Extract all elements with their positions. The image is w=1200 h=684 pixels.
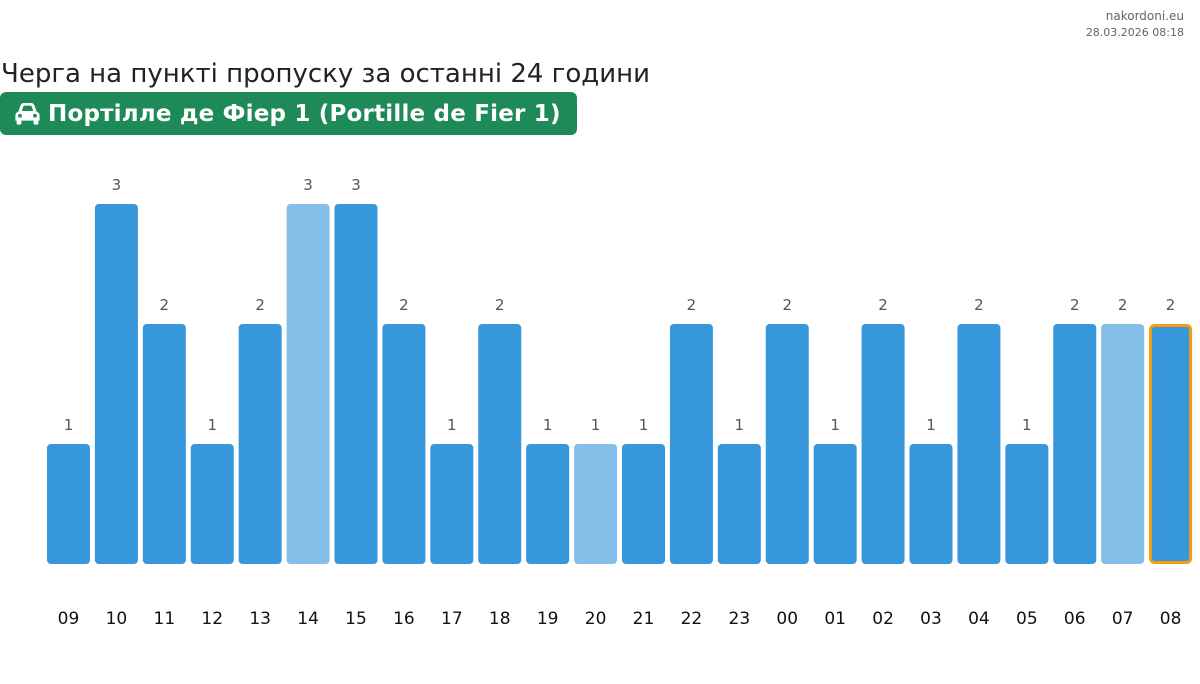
bar-22 <box>669 324 713 564</box>
bar-20 <box>574 444 618 564</box>
x-tick-01: 01 <box>824 609 846 629</box>
value-label-11: 2 <box>160 296 170 314</box>
bar-11 <box>142 324 186 564</box>
value-label-02: 2 <box>878 296 888 314</box>
car-icon <box>14 102 41 126</box>
value-label-08: 2 <box>1166 296 1176 314</box>
value-label-04: 2 <box>974 296 984 314</box>
value-label-13: 2 <box>255 296 265 314</box>
x-tick-17: 17 <box>441 609 463 629</box>
bar-19 <box>526 444 570 564</box>
x-tick-13: 13 <box>249 609 271 629</box>
site-info: nakordoni.eu 28.03.2026 08:18 <box>1086 8 1184 40</box>
x-tick-16: 16 <box>393 609 415 629</box>
x-tick-22: 22 <box>681 609 703 629</box>
bar-09 <box>47 444 90 564</box>
bar-00 <box>765 324 809 564</box>
value-label-22: 2 <box>687 296 697 314</box>
bar-03 <box>909 444 953 564</box>
bar-13 <box>238 324 282 564</box>
value-label-14: 3 <box>303 176 313 194</box>
bar-12 <box>190 444 234 564</box>
site-domain: nakordoni.eu <box>1105 9 1184 23</box>
bar-14 <box>286 204 330 564</box>
value-label-09: 1 <box>64 416 74 434</box>
bar-21 <box>622 444 665 564</box>
bar-08 <box>1149 324 1193 564</box>
bar-17 <box>430 444 474 564</box>
checkpoint-name: Портілле де Фіер 1 (Portille de Fier 1) <box>48 100 561 127</box>
bar-16 <box>382 324 426 564</box>
value-label-06: 2 <box>1070 296 1080 314</box>
value-label-10: 3 <box>112 176 122 194</box>
bar-18 <box>478 324 522 564</box>
bar-23 <box>717 444 761 564</box>
value-label-15: 3 <box>351 176 361 194</box>
value-label-01: 1 <box>830 416 840 434</box>
x-tick-15: 15 <box>345 609 367 629</box>
value-label-16: 2 <box>399 296 409 314</box>
value-label-07: 2 <box>1118 296 1128 314</box>
bar-02 <box>861 324 905 564</box>
bar-04 <box>957 324 1001 564</box>
x-tick-03: 03 <box>920 609 942 629</box>
value-label-05: 1 <box>1022 416 1032 434</box>
x-tick-19: 19 <box>537 609 559 629</box>
x-tick-07: 07 <box>1112 609 1134 629</box>
bar-07 <box>1101 324 1145 564</box>
x-tick-23: 23 <box>729 609 751 629</box>
x-tick-10: 10 <box>106 609 128 629</box>
value-label-21: 1 <box>639 416 649 434</box>
x-tick-11: 11 <box>154 609 176 629</box>
x-tick-21: 21 <box>633 609 655 629</box>
bar-01 <box>813 444 857 564</box>
x-tick-02: 02 <box>872 609 894 629</box>
value-label-18: 2 <box>495 296 505 314</box>
x-tick-08: 08 <box>1160 609 1182 629</box>
value-label-12: 1 <box>207 416 217 434</box>
x-tick-06: 06 <box>1064 609 1086 629</box>
bar-05 <box>1005 444 1049 564</box>
x-tick-14: 14 <box>297 609 319 629</box>
value-label-00: 2 <box>782 296 792 314</box>
x-tick-04: 04 <box>968 609 990 629</box>
x-tick-12: 12 <box>201 609 223 629</box>
bar-15 <box>334 204 378 564</box>
value-label-20: 1 <box>591 416 601 434</box>
value-label-19: 1 <box>543 416 553 434</box>
x-tick-18: 18 <box>489 609 511 629</box>
x-tick-00: 00 <box>776 609 798 629</box>
bar-10 <box>94 204 138 564</box>
timestamp: 28.03.2026 08:18 <box>1085 26 1184 39</box>
value-label-17: 1 <box>447 416 457 434</box>
value-label-03: 1 <box>926 416 936 434</box>
value-label-23: 1 <box>735 416 745 434</box>
page-title: Черга на пункті пропуску за останні 24 г… <box>1 59 651 89</box>
bar-06 <box>1053 324 1097 564</box>
checkpoint-badge: Портілле де Фіер 1 (Portille de Fier 1) <box>0 92 577 135</box>
x-tick-20: 20 <box>585 609 607 629</box>
x-tick-09: 09 <box>58 609 80 629</box>
x-tick-05: 05 <box>1016 609 1038 629</box>
